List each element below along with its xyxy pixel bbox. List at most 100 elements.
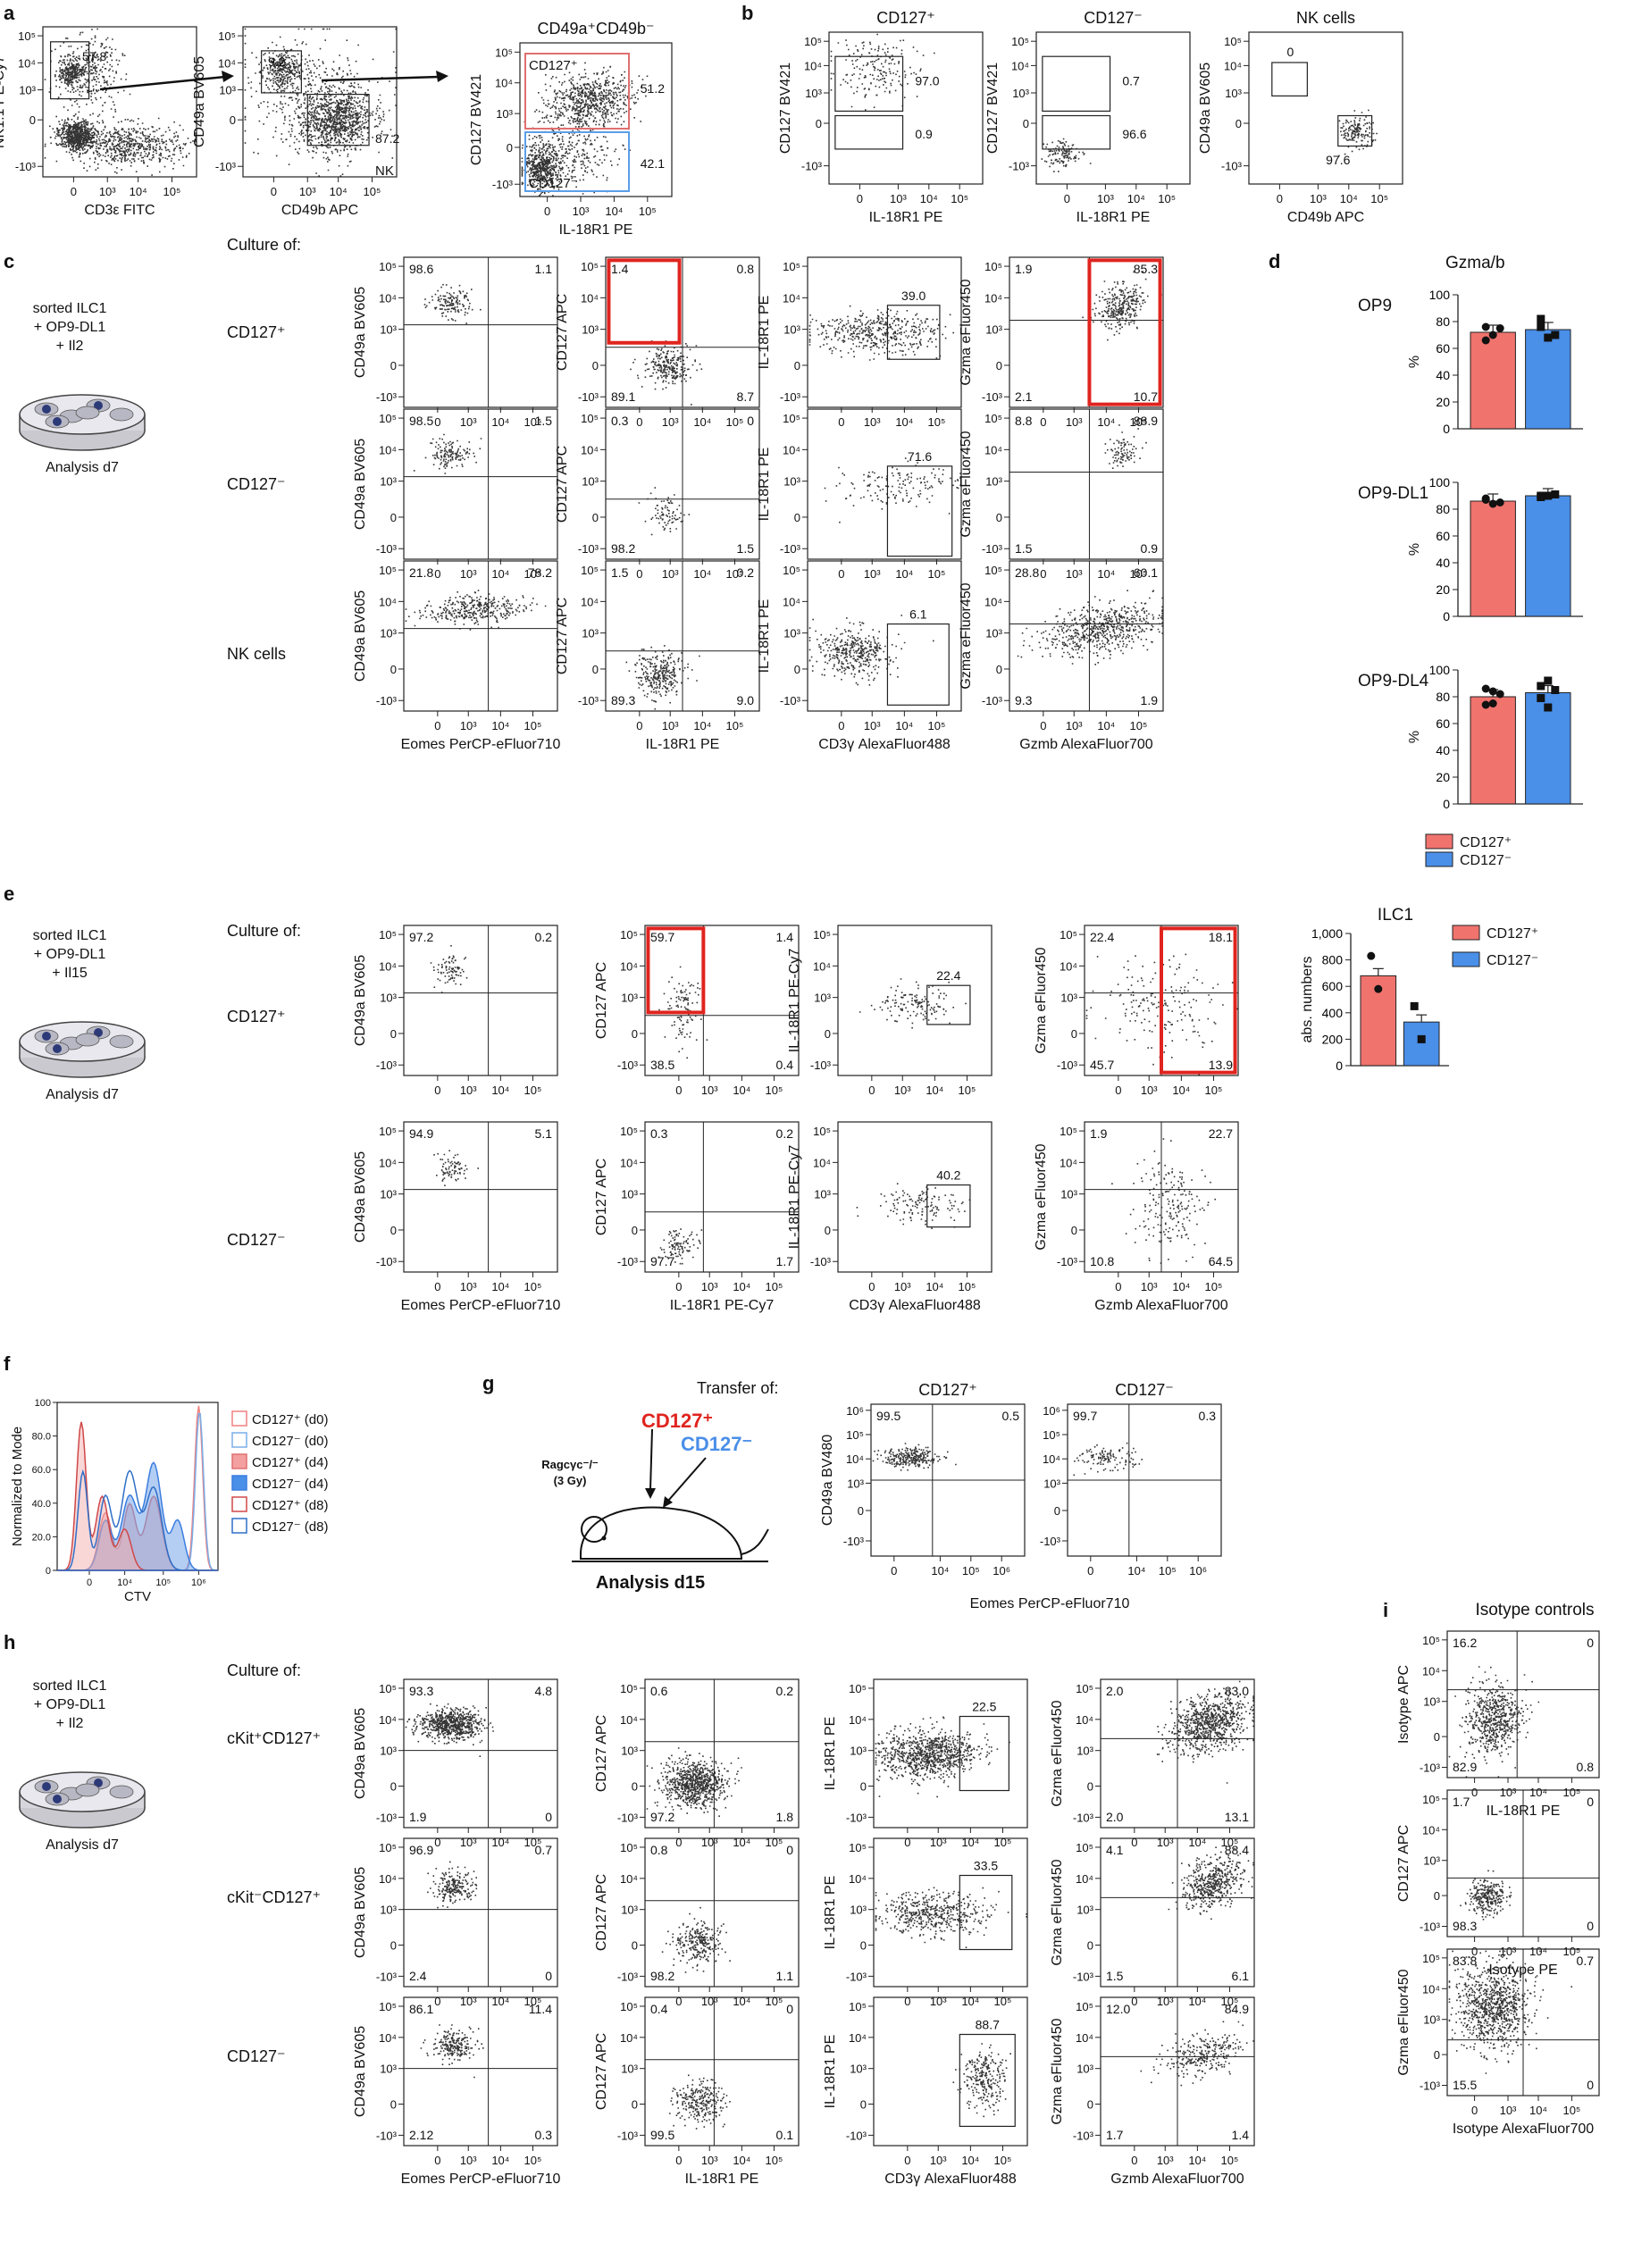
x-axis-label: Eomes PerCP-eFluor710 xyxy=(401,737,561,752)
panel_h-plot-r0-c0: 0 10³ 10⁴ 10⁵ 10⁵ 10⁴ 10³ 0 -10³ 93.3 4.8 1.9 0 CD49a… xyxy=(353,1678,558,1849)
y-tick-label: 800 xyxy=(1322,953,1344,967)
y-tick-label: -10³ xyxy=(1221,160,1243,173)
y-tick-label: 10⁴ xyxy=(813,959,831,973)
plot-frame xyxy=(828,31,984,185)
legend-label: CD127⁻ (d4) xyxy=(252,1477,328,1492)
y-tick-label: -10³ xyxy=(846,2129,867,2142)
y-tick-label: 0 xyxy=(1434,1889,1440,1903)
data-point xyxy=(1481,336,1490,345)
quadrant-value: 1.1 xyxy=(776,1969,794,1983)
y-axis-label: % xyxy=(1407,731,1422,743)
x-tick-label: 10⁵ xyxy=(928,415,946,429)
x-tick-label: 10³ xyxy=(573,205,590,218)
y-tick-label: 10⁴ xyxy=(849,1713,867,1727)
quadrant-value: 28.8 xyxy=(1015,565,1039,580)
schematic-text: + Il2 xyxy=(56,1716,84,1731)
y-tick-label: 10³ xyxy=(783,323,800,337)
y-tick-label: 10³ xyxy=(850,1904,867,1917)
schematic-text: + Il15 xyxy=(52,966,88,981)
panel-letter-c: c xyxy=(4,250,14,272)
x-tick-label: 10⁵ xyxy=(994,2154,1012,2167)
y-tick-label: 0 xyxy=(825,1224,831,1237)
x-tick-label: 10³ xyxy=(930,1995,947,2008)
x-tick-label: 10⁵ xyxy=(766,1084,783,1097)
gate-box xyxy=(1042,114,1111,150)
y-tick-label: 10⁶ xyxy=(846,1404,864,1418)
y-tick-label: 10⁵ xyxy=(581,564,599,577)
plot-title: CD127⁺ xyxy=(918,1381,977,1399)
y-tick-label: 10³ xyxy=(1012,87,1029,100)
x-tick-label: 10³ xyxy=(99,185,116,198)
y-tick-label: 10⁵ xyxy=(218,29,236,43)
y-tick-label: 10³ xyxy=(1043,1477,1060,1490)
cd127-neg-gate xyxy=(524,131,630,192)
gate-value: 51.2 xyxy=(641,81,665,96)
culture-of-heading: Culture of: xyxy=(227,922,301,940)
y-axis-label: CD49a BV605 xyxy=(353,590,368,682)
gate-value: 87.2 xyxy=(375,131,399,146)
y-tick-label: 10⁵ xyxy=(1043,1428,1060,1442)
event-dots xyxy=(856,1183,971,1229)
x-axis-label: IL-18R1 PE xyxy=(685,2172,759,2187)
quadrant-value: 60.1 xyxy=(1134,565,1158,580)
y-tick-label: 10⁵ xyxy=(1076,1682,1093,1695)
y-tick-label: -10³ xyxy=(982,694,1003,707)
panel_h-plot-r2-c3: 0 10³ 10⁴ 10⁵ 10⁵ 10⁴ 10³ 0 -10³ 12.0 84.9 1.7 1.4 Gz… xyxy=(1050,1996,1255,2187)
panel_h-plot-r2-c0: 0 10³ 10⁴ 10⁵ 10⁵ 10⁴ 10³ 0 -10³ 86.1 11.4 2.12 0.3 C… xyxy=(353,1996,561,2187)
x-tick-label: 10³ xyxy=(930,1836,947,1849)
y-tick-label: -10³ xyxy=(376,390,398,404)
y-tick-label: 0 xyxy=(632,1939,638,1953)
chart-subtitle: OP9 xyxy=(1358,297,1392,315)
quadrant-value: 45.7 xyxy=(1090,1058,1114,1072)
panel_h-plot-r1-c2: 0 10³ 10⁴ 10⁵ 10⁵ 10⁴ 10³ 0 -10³ 33.5 IL-18R1 PE xyxy=(823,1837,1028,2008)
row-label: NK cells xyxy=(227,645,286,663)
quadrant-value: 1.8 xyxy=(776,1810,794,1824)
x-tick-label: 10³ xyxy=(1500,1945,1517,1958)
bar-chart-0: 0 20 40 60 80 100% OP9 xyxy=(1358,288,1583,436)
x-tick-label: 10⁴ xyxy=(1127,192,1145,205)
bar-0 xyxy=(1470,696,1516,805)
x-tick-label: 10³ xyxy=(460,1836,477,1849)
y-tick-label: 10⁴ xyxy=(1043,1452,1060,1466)
y-tick-label: 0 xyxy=(390,1027,397,1041)
x-tick-label: 10⁴ xyxy=(733,1280,750,1293)
x-axis-label: CD3ε FITC xyxy=(84,203,155,218)
y-tick-label: 40 xyxy=(1436,556,1450,570)
panel_c-plot-r1-c3: 0 10³ 10⁴ 10⁵ 10⁵ 10⁴ 10³ 0 -10³ 8.8 88.9 1.5 0.9 Gzm… xyxy=(959,408,1164,581)
data-point xyxy=(1488,331,1497,339)
y-tick-label: 0 xyxy=(592,511,599,524)
y-tick-label: 10³ xyxy=(380,2063,397,2076)
event-dots xyxy=(952,2043,1011,2118)
event-dots xyxy=(1041,138,1092,172)
gate-box xyxy=(886,465,953,557)
y-tick-label: 10⁴ xyxy=(984,443,1002,456)
y-tick-label: 10³ xyxy=(19,84,36,97)
gate-box xyxy=(959,2033,1016,2128)
quadrant-value: 4.8 xyxy=(535,1684,553,1698)
y-axis-label: CD127 APC xyxy=(594,1874,609,1951)
culture-dish-icon xyxy=(19,1771,146,1829)
y-tick-label: 10³ xyxy=(1423,1854,1440,1868)
x-tick-label: 0 xyxy=(1040,719,1046,732)
y-tick-label: -10³ xyxy=(1073,1970,1094,1983)
y-tick-label: 40 xyxy=(1436,743,1450,757)
y-tick-label: -10³ xyxy=(982,390,1003,404)
event-dots xyxy=(661,1906,731,1973)
panel-d-legend: CD127⁺ CD127⁻ xyxy=(1425,833,1512,868)
y-tick-label: 10⁵ xyxy=(1224,35,1242,48)
x-tick-label: 10⁵ xyxy=(1158,192,1176,205)
chart-title: Gzma/b xyxy=(1445,254,1505,272)
y-tick-label: 10⁴ xyxy=(218,56,236,70)
y-tick-label: -10³ xyxy=(1420,2080,1441,2093)
y-tick-label: -10³ xyxy=(846,1811,867,1824)
y-tick-label: 0 xyxy=(1087,1780,1093,1794)
x-axis-label: Eomes PerCP-eFluor710 xyxy=(401,2172,561,2187)
plot-frame xyxy=(807,560,962,712)
schematic-caption: Analysis d7 xyxy=(46,1087,119,1102)
data-point xyxy=(1537,314,1545,323)
x-axis-label: IL-18R1 PE xyxy=(1076,210,1151,225)
y-tick-label: 10³ xyxy=(582,627,599,640)
x-tick-label: 10⁵ xyxy=(524,1836,542,1849)
x-tick-label: 10³ xyxy=(930,2154,947,2167)
